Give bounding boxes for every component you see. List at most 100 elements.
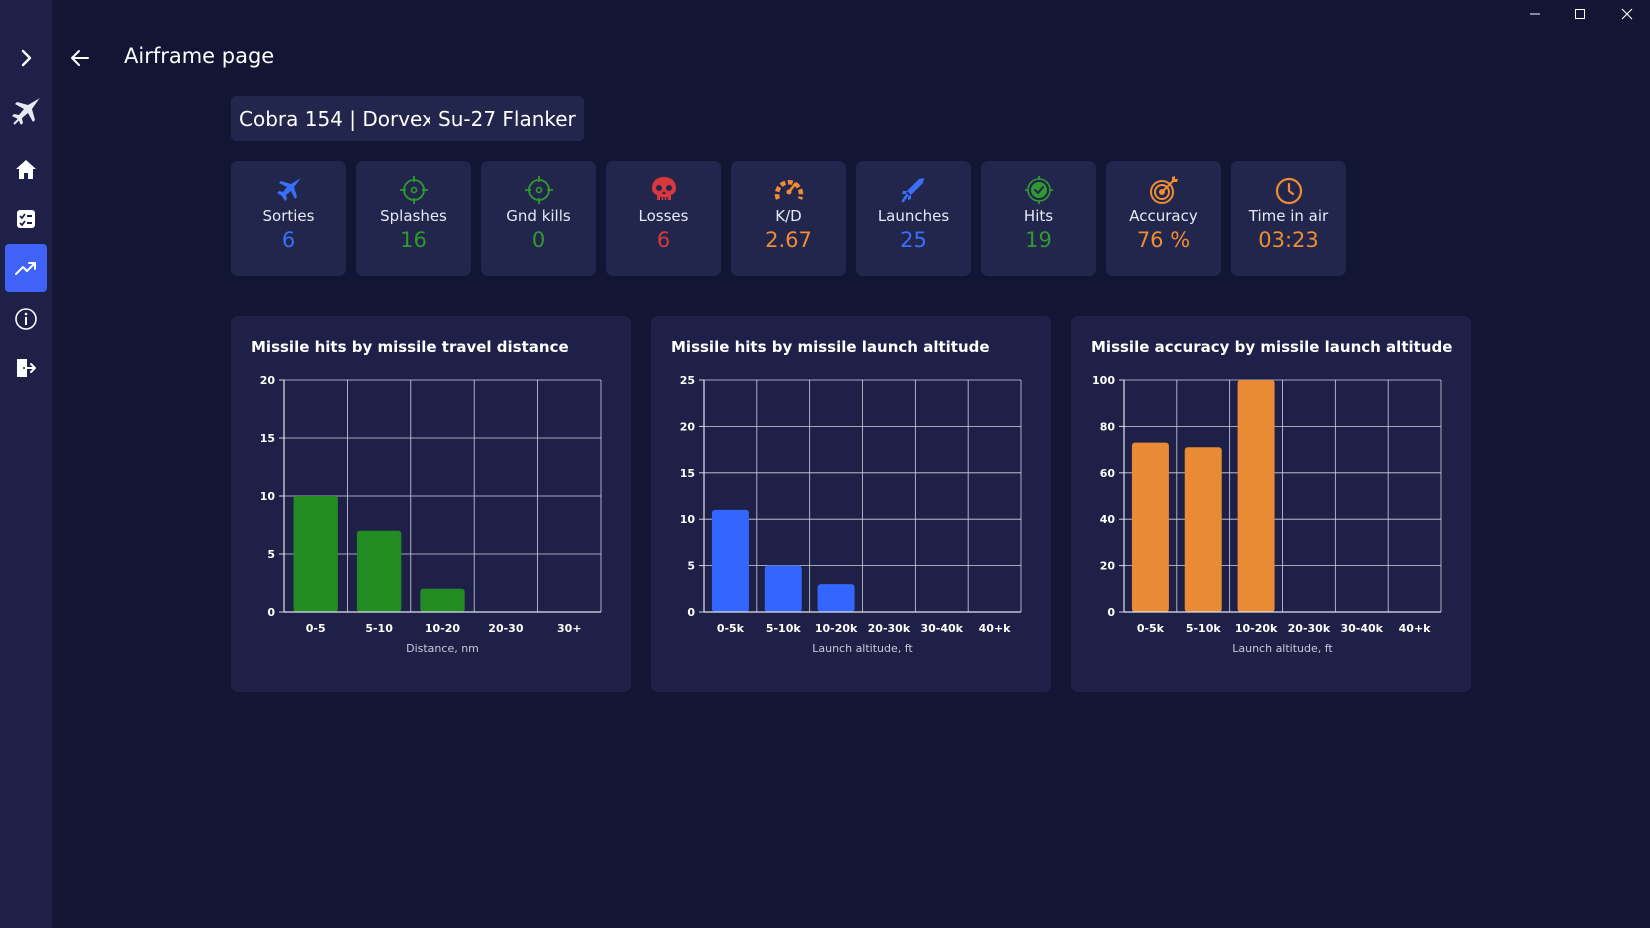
bar xyxy=(1184,447,1222,612)
x-tick-label: 10-20k xyxy=(1235,622,1278,635)
crosshair-icon xyxy=(524,176,553,204)
chart-title: Missile accuracy by missile launch altit… xyxy=(1091,338,1453,356)
stat-label: Sorties xyxy=(262,207,315,225)
logout-icon xyxy=(17,359,36,377)
bullseye-icon xyxy=(1149,176,1178,204)
stat-value: 2.67 xyxy=(765,228,812,252)
chart-hits-by-altitude: 0 5 10 15 20 25 0-5k 5-10k 10-20k 20-30k 30-40k 40+… xyxy=(680,374,1022,655)
sidebar-item-aircraft[interactable] xyxy=(5,88,47,136)
sidebar xyxy=(0,0,52,928)
x-tick-label: 20-30 xyxy=(488,622,524,635)
maximize-button[interactable] xyxy=(1557,0,1603,28)
stat-sorties: Sorties 6 xyxy=(231,161,346,276)
x-tick-label: 10-20 xyxy=(425,622,461,635)
x-tick-label: 20-30k xyxy=(1288,622,1331,635)
trending-up-icon xyxy=(15,262,36,275)
target-check-icon xyxy=(1024,176,1053,204)
x-tick-label: 30-40k xyxy=(921,622,964,635)
stat-hits: Hits 19 xyxy=(981,161,1096,276)
stat-time-in-air: Time in air 03:23 xyxy=(1231,161,1346,276)
x-tick-label: 30+ xyxy=(557,622,582,635)
stat-value: 03:23 xyxy=(1258,228,1319,252)
y-tick-label: 5 xyxy=(267,548,275,561)
chart-title: Missile hits by missile launch altitude xyxy=(671,338,990,356)
back-button[interactable] xyxy=(66,44,94,72)
y-tick-label: 15 xyxy=(260,432,275,445)
missile-icon xyxy=(901,178,924,203)
x-tick-label: 5-10k xyxy=(1186,622,1222,635)
maximize-icon xyxy=(1575,9,1585,19)
stat-label: Accuracy xyxy=(1129,207,1198,225)
x-tick-label: 40+k xyxy=(979,622,1012,635)
y-tick-label: 0 xyxy=(1107,606,1115,619)
stat-label: Launches xyxy=(877,207,950,225)
stat-losses: Losses 6 xyxy=(606,161,721,276)
close-button[interactable] xyxy=(1604,0,1650,28)
y-tick-label: 100 xyxy=(1092,374,1115,387)
bar xyxy=(817,584,855,612)
chart-title: Missile hits by missile travel distance xyxy=(251,338,569,356)
y-tick-label: 0 xyxy=(687,606,695,619)
stat-label: Hits xyxy=(1023,207,1054,225)
x-axis-label: Distance, nm xyxy=(406,642,479,655)
chart-card-launch-altitude: Missile hits by missile launch altitude … xyxy=(651,316,1051,692)
chart-accuracy-by-altitude: 0 20 40 60 80 100 0-5k 5-10k 10-20k 20-30k 30-40k 4… xyxy=(1092,374,1442,655)
stat-launches: Launches 25 xyxy=(856,161,971,276)
x-tick-label: 5-10k xyxy=(766,622,802,635)
chevron-right-icon xyxy=(21,49,32,67)
checklist-icon xyxy=(17,210,35,228)
minimize-icon xyxy=(1530,13,1540,15)
stat-kd: K/D 2.67 xyxy=(731,161,846,276)
sidebar-item-home[interactable] xyxy=(5,146,47,194)
bar xyxy=(764,565,802,612)
stat-accuracy: Accuracy 76 % xyxy=(1106,161,1221,276)
y-tick-label: 0 xyxy=(267,606,275,619)
sidebar-item-exit[interactable] xyxy=(5,344,47,392)
chart-hits-by-distance: 0 5 10 15 20 0-5 5-10 10-20 20-30 30+ Distance, nm xyxy=(260,374,602,655)
clock-icon xyxy=(1275,177,1302,205)
minimize-button[interactable] xyxy=(1512,0,1558,28)
x-tick-label: 20-30k xyxy=(868,622,911,635)
y-tick-label: 80 xyxy=(1100,420,1116,433)
sidebar-item-checklist[interactable] xyxy=(5,195,47,243)
y-tick-label: 10 xyxy=(260,490,276,503)
sidebar-expand-button[interactable] xyxy=(5,34,47,82)
stat-value: 0 xyxy=(531,228,546,252)
stat-value: 6 xyxy=(281,228,296,252)
bar xyxy=(293,496,338,612)
sidebar-item-stats[interactable] xyxy=(5,244,47,292)
y-tick-label: 20 xyxy=(1100,560,1116,573)
y-tick-label: 25 xyxy=(680,374,695,387)
jet-icon xyxy=(12,98,40,125)
x-tick-label: 30-40k xyxy=(1341,622,1384,635)
stat-value: 16 xyxy=(400,228,427,252)
info-icon xyxy=(15,308,37,330)
home-icon xyxy=(16,160,36,179)
stat-label: K/D xyxy=(775,207,802,225)
stat-label: Splashes xyxy=(380,207,447,225)
gauge-icon xyxy=(774,180,803,200)
x-tick-label: 0-5k xyxy=(717,622,745,635)
y-tick-label: 20 xyxy=(260,374,276,387)
x-tick-label: 10-20k xyxy=(815,622,858,635)
y-tick-label: 15 xyxy=(680,467,695,480)
chart-card-distance: Missile hits by missile travel distance … xyxy=(231,316,631,692)
stat-value: 19 xyxy=(1025,228,1052,252)
jet-icon xyxy=(276,178,301,201)
bar xyxy=(420,588,465,612)
stat-value: 6 xyxy=(656,228,671,252)
chart-card-accuracy-altitude: Missile accuracy by missile launch altit… xyxy=(1071,316,1471,692)
y-tick-label: 40 xyxy=(1100,513,1116,526)
stat-value: 76 % xyxy=(1136,228,1191,252)
close-icon xyxy=(1621,8,1633,20)
x-axis-label: Launch altitude, ft xyxy=(1232,642,1333,655)
x-tick-label: 0-5 xyxy=(306,622,326,635)
sidebar-item-info[interactable] xyxy=(5,295,47,343)
x-axis-label: Launch altitude, ft xyxy=(812,642,913,655)
skull-icon xyxy=(651,177,676,200)
stat-label: Time in air xyxy=(1248,207,1329,225)
bar xyxy=(356,530,402,612)
stat-label: Gnd kills xyxy=(506,207,571,225)
bar xyxy=(1237,380,1275,612)
stat-splashes: Splashes 16 xyxy=(356,161,471,276)
